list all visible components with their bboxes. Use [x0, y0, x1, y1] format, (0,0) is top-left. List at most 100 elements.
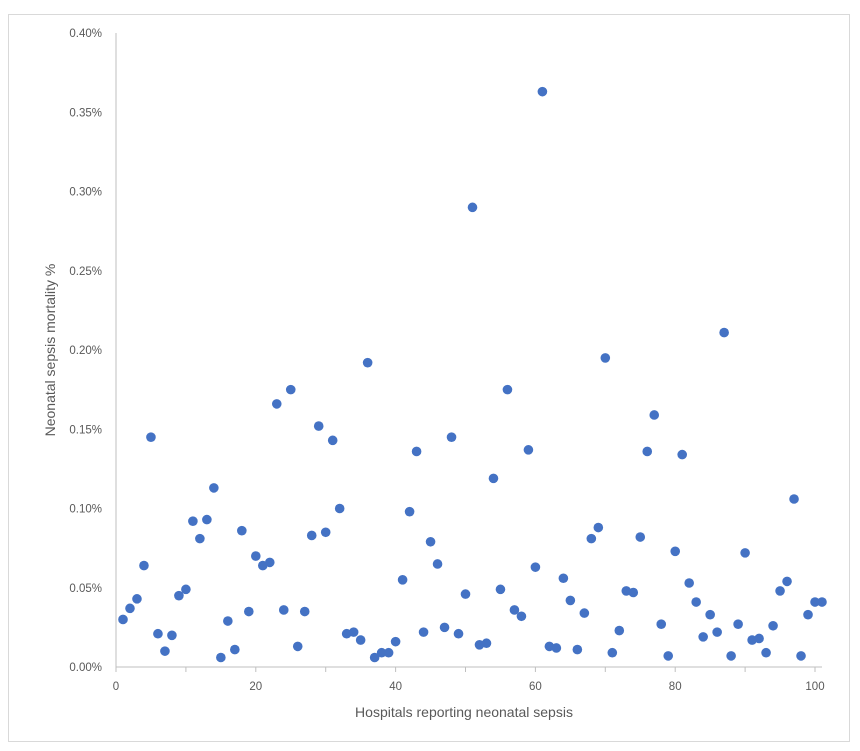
data-point [223, 616, 233, 626]
data-point [285, 384, 296, 395]
data-point [362, 357, 373, 368]
data-point [404, 506, 415, 517]
y-tick-label: 0.30% [69, 187, 102, 199]
data-point [209, 483, 219, 493]
x-tick-labels: 0 20 40 60 80 100 [113, 681, 825, 693]
data-point [523, 445, 534, 455]
data-point [607, 647, 618, 658]
data-point [586, 533, 597, 544]
data-point [712, 627, 722, 637]
data-point [775, 586, 785, 596]
x-tick-label: 40 [389, 681, 402, 693]
data-point [132, 594, 142, 604]
data-point [530, 562, 541, 572]
data-point [565, 595, 576, 606]
data-point [726, 651, 736, 661]
x-axis-title: Hospitals reporting neonatal sepsis [355, 704, 573, 720]
y-tick-label: 0.35% [69, 107, 102, 119]
data-point [390, 636, 401, 647]
data-point [754, 633, 764, 644]
y-axis-title: Neonatal sepsis mortality % [42, 264, 58, 437]
data-point [649, 410, 660, 420]
data-point [271, 399, 282, 409]
data-point [579, 608, 590, 618]
data-point [432, 559, 443, 569]
data-point [789, 494, 799, 504]
data-point [810, 597, 820, 607]
data-point [467, 202, 478, 213]
data-point [446, 432, 457, 442]
data-point [803, 609, 813, 620]
x-tick-label: 20 [249, 681, 262, 693]
data-point [418, 627, 429, 637]
data-point [551, 643, 562, 653]
data-point [411, 446, 422, 457]
data-point [251, 551, 261, 561]
data-point [195, 533, 205, 544]
data-point [327, 435, 338, 446]
data-point [453, 628, 464, 639]
data-point [558, 573, 569, 584]
data-point [160, 646, 170, 656]
y-tick-label: 0.05% [69, 583, 102, 595]
data-point [264, 557, 275, 568]
data-point [383, 647, 394, 658]
data-point [481, 638, 492, 649]
data-point [719, 327, 729, 338]
data-point [320, 527, 331, 538]
data-point [146, 432, 156, 442]
x-tick-label: 80 [669, 681, 682, 693]
data-point [292, 641, 303, 652]
data-points [118, 86, 827, 663]
data-point [796, 651, 806, 661]
data-point [118, 614, 128, 625]
y-tick-label: 0.15% [69, 424, 102, 436]
x-tick-label: 60 [529, 681, 542, 693]
data-point [299, 606, 310, 617]
data-point [278, 605, 289, 615]
data-point [656, 619, 667, 630]
data-point [188, 516, 198, 526]
data-point [768, 620, 778, 631]
data-point [600, 353, 611, 363]
data-point [733, 619, 743, 630]
data-point [509, 605, 520, 615]
data-point [167, 630, 177, 641]
data-point [460, 589, 471, 599]
data-point [684, 578, 694, 588]
data-point [495, 584, 506, 595]
data-point [663, 651, 674, 661]
data-point [230, 644, 240, 655]
y-tick-labels: 0.00% 0.05% 0.10% 0.15% 0.20% 0.25% 0.30% 0.35%… [69, 28, 102, 674]
data-point [740, 548, 750, 558]
data-point [153, 628, 163, 639]
data-point [614, 625, 625, 636]
data-point [313, 421, 324, 431]
data-point [397, 575, 408, 585]
y-tick-label: 0.40% [69, 28, 102, 40]
data-point [488, 473, 499, 484]
data-point [593, 522, 604, 533]
data-point [202, 514, 212, 525]
chart-frame [8, 14, 850, 742]
data-point [628, 587, 639, 598]
data-point [677, 449, 687, 460]
data-point [642, 446, 653, 457]
data-point [174, 590, 184, 601]
data-point [516, 611, 527, 622]
data-point [572, 644, 583, 655]
data-point [334, 503, 345, 514]
x-tick-label: 100 [805, 681, 824, 693]
data-point [817, 597, 827, 607]
data-point [216, 652, 226, 663]
y-tick-label: 0.00% [69, 662, 102, 674]
data-point [306, 530, 317, 541]
data-point [705, 609, 715, 620]
data-point [425, 536, 436, 547]
data-point [537, 86, 548, 97]
data-point [237, 525, 247, 536]
data-point [782, 576, 792, 587]
data-point [635, 532, 646, 542]
data-point [502, 384, 513, 395]
